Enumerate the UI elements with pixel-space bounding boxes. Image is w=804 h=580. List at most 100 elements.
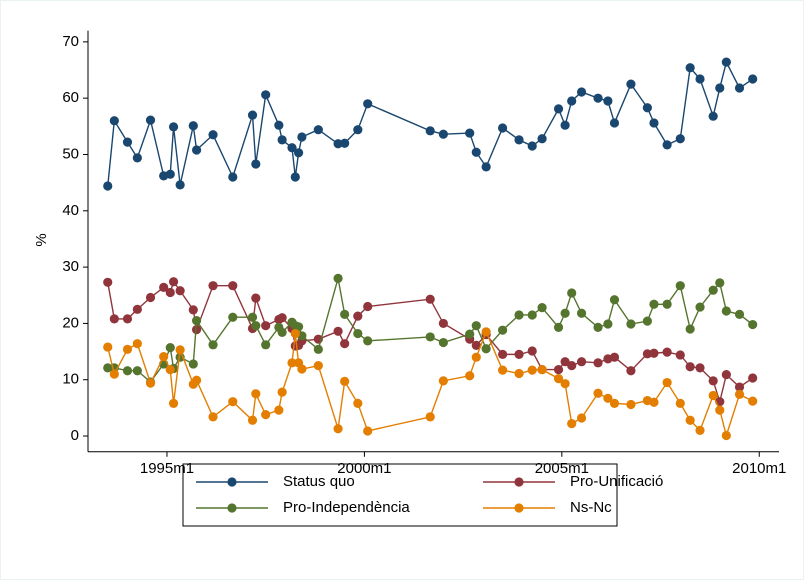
data-point (175, 180, 185, 190)
data-point (340, 309, 350, 320)
data-point (132, 304, 142, 314)
data-point (340, 376, 350, 387)
data-point (609, 352, 620, 362)
data-point (471, 147, 481, 157)
data-point (715, 278, 725, 288)
data-point (695, 74, 705, 84)
data-point (593, 388, 603, 398)
data-point (662, 347, 672, 357)
data-point (340, 138, 350, 148)
data-point (109, 314, 119, 324)
data-point (642, 316, 652, 326)
data-point (721, 430, 731, 441)
data-point (734, 309, 745, 320)
data-point (649, 118, 659, 128)
data-point (159, 352, 169, 362)
data-point (498, 325, 508, 335)
legend-label: Ns-Nc (570, 499, 612, 516)
data-point (363, 301, 373, 312)
legend-marker (514, 477, 524, 487)
data-point (662, 299, 672, 309)
data-point (715, 83, 725, 93)
data-point (537, 364, 547, 375)
data-point (274, 405, 284, 415)
data-point (560, 120, 570, 130)
data-point (721, 306, 731, 316)
data-point (313, 344, 323, 354)
data-point (188, 359, 198, 369)
y-tick-label: 60 (62, 89, 79, 106)
data-point (251, 159, 261, 169)
data-point (165, 169, 175, 179)
data-point (734, 83, 745, 93)
data-point (695, 425, 705, 436)
data-point (438, 318, 448, 329)
data-point (626, 79, 636, 89)
data-point (481, 162, 491, 172)
data-point (498, 123, 508, 133)
data-point (313, 361, 323, 371)
data-point (514, 135, 524, 145)
data-point (675, 350, 685, 360)
data-point (425, 332, 435, 342)
data-point (734, 382, 745, 392)
data-point (576, 87, 587, 97)
data-point (642, 103, 652, 113)
data-point (191, 145, 202, 155)
data-point (287, 358, 297, 368)
data-point (109, 116, 119, 126)
data-point (560, 308, 570, 318)
data-point (247, 110, 258, 120)
data-point (576, 357, 587, 367)
data-point (662, 140, 672, 150)
data-point (603, 96, 613, 106)
data-point (208, 340, 218, 350)
data-point (165, 364, 175, 375)
data-point (145, 378, 156, 388)
data-point (438, 129, 448, 139)
data-point (251, 321, 261, 331)
data-point (685, 324, 695, 334)
data-point (333, 273, 343, 283)
legend-label: Pro-Unificació (570, 473, 663, 490)
data-point (132, 339, 142, 349)
y-tick-label: 40 (62, 202, 79, 219)
data-point (287, 143, 297, 153)
data-point (228, 397, 238, 407)
y-tick-label: 50 (62, 145, 79, 162)
data-point (132, 153, 142, 163)
data-point (685, 362, 695, 372)
data-point (333, 326, 343, 336)
data-point (748, 319, 758, 330)
data-point (103, 342, 113, 352)
y-tick-label: 0 (71, 427, 79, 444)
data-point (145, 292, 156, 303)
data-point (567, 96, 577, 106)
y-tick-label: 70 (62, 33, 79, 50)
data-point (649, 397, 659, 407)
data-point (188, 305, 198, 315)
data-point (593, 322, 603, 332)
data-point (675, 134, 685, 144)
data-point (353, 311, 363, 321)
data-point (208, 412, 218, 422)
data-point (537, 134, 547, 144)
data-point (553, 322, 564, 332)
data-point (567, 419, 577, 429)
data-point (593, 93, 603, 103)
data-point (251, 389, 261, 399)
data-point (103, 363, 113, 373)
y-tick-label: 10 (62, 371, 79, 388)
data-point (471, 352, 481, 362)
data-point (103, 277, 113, 287)
data-point (165, 287, 175, 298)
data-point (553, 364, 564, 375)
x-tick-label: 2000m1 (337, 460, 391, 477)
data-point (277, 313, 287, 323)
data-point (685, 63, 695, 73)
data-point (695, 302, 705, 312)
data-point (649, 348, 659, 358)
data-point (662, 377, 672, 388)
y-tick-label: 20 (62, 314, 79, 331)
